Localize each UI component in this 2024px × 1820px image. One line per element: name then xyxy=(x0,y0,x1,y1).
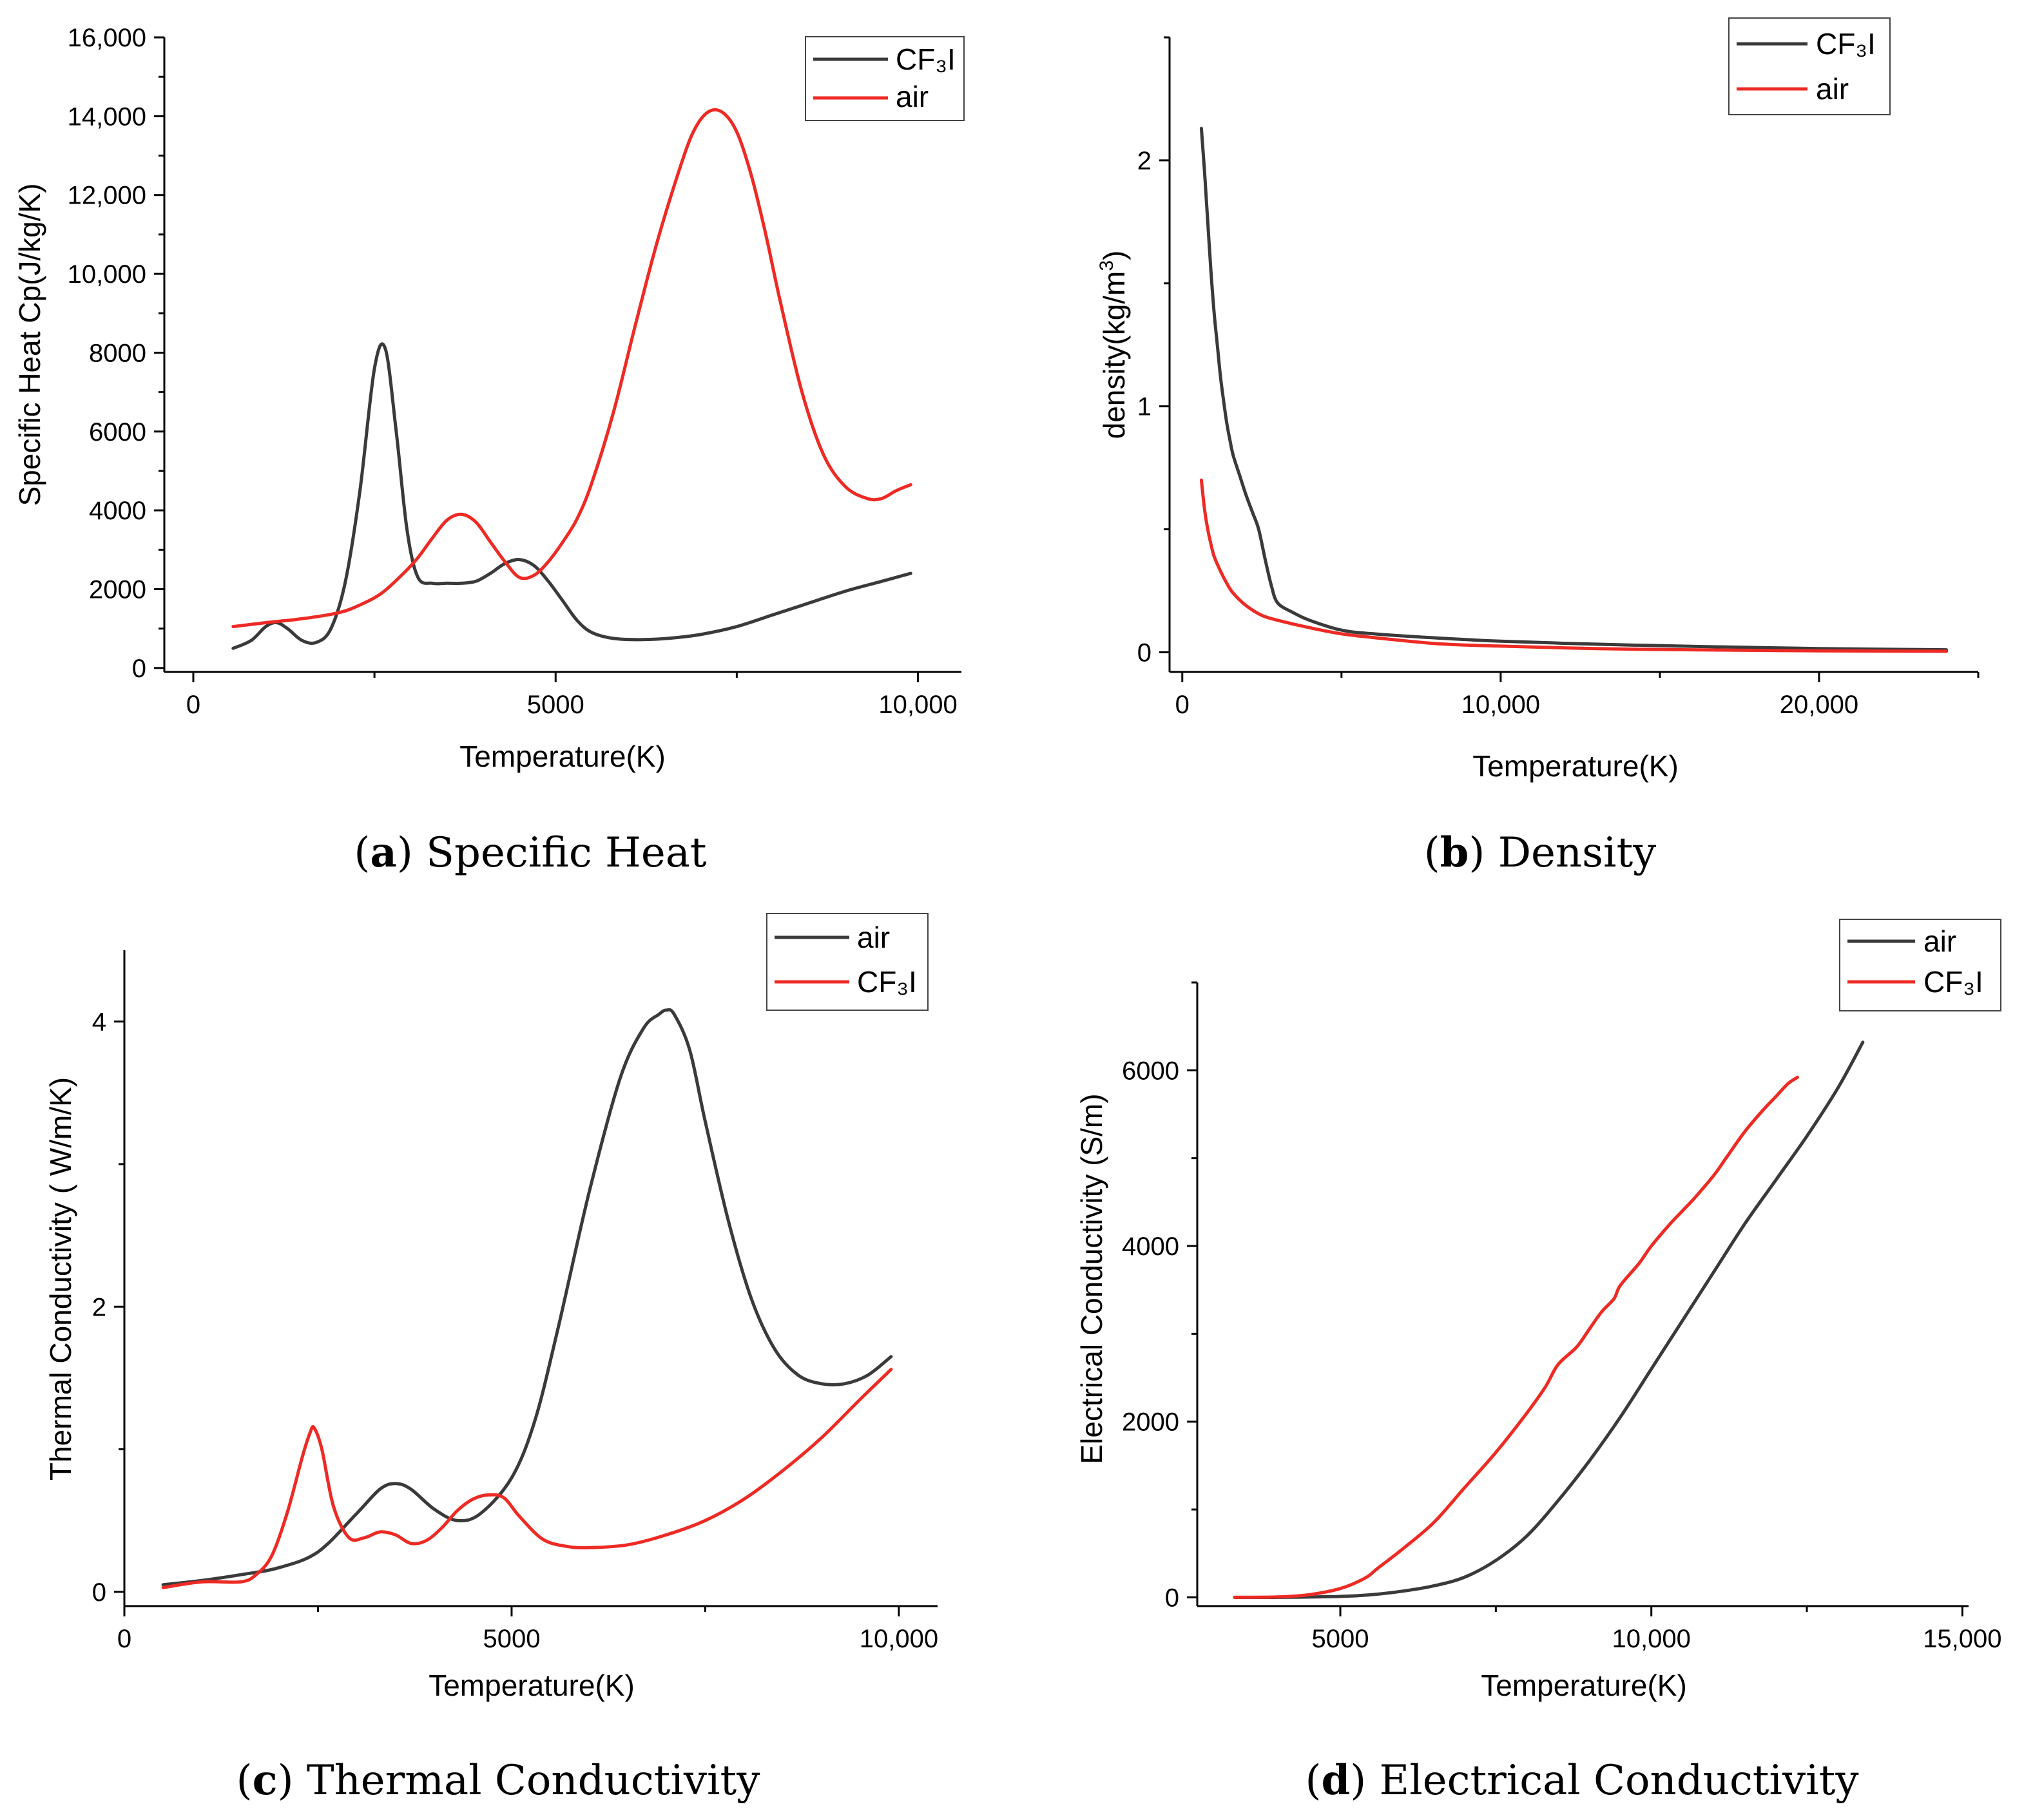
x-tick-label: 10,000 xyxy=(878,691,957,719)
legend: air CF₃I xyxy=(766,913,929,1011)
y-tick-label: 4 xyxy=(92,1008,106,1037)
caption-d: (d) Electrical Conductivity xyxy=(1306,1756,1859,1805)
x-axis-title: Temperature(K) xyxy=(459,740,666,773)
y-tick-label: 14,000 xyxy=(68,102,146,131)
plot-area-a: 0 5000 10,000 0 2000 4000 6000 8000 10,000 12,000… xyxy=(68,24,961,719)
series-line-air xyxy=(1199,478,1949,653)
legend-label-cf3i: CF₃I xyxy=(1816,27,1876,61)
y-tick-label: 2 xyxy=(92,1293,106,1321)
series-line-cf3i xyxy=(1233,1075,1799,1599)
x-tick-label: 0 xyxy=(1175,691,1190,719)
panel-density: 0 10,000 20,000 0 1 2 Temperature(K) density(… xyxy=(1096,17,1980,877)
x-axis-title: Temperature(K) xyxy=(429,1669,635,1702)
y-tick-label: 2000 xyxy=(89,576,146,604)
panel-specific-heat: 0 5000 10,000 0 2000 4000 6000 8000 10,000 12,000… xyxy=(13,24,965,877)
x-tick-label: 10,000 xyxy=(860,1625,938,1653)
plot-area-c: 0 5000 10,000 0 2 4 xyxy=(92,950,938,1653)
legend-label-cf3i: CF₃I xyxy=(857,965,917,999)
legend-box xyxy=(1728,17,1891,115)
legend-box xyxy=(805,36,965,121)
legend: air CF₃I xyxy=(1839,919,2001,1011)
legend: CF₃I air xyxy=(805,36,965,121)
legend-box xyxy=(1839,919,2001,1011)
series-line-cf3i xyxy=(161,1368,893,1589)
y-tick-label: 4000 xyxy=(89,497,146,525)
y-axis-title: Specific Heat Cp(J/kg/K) xyxy=(13,183,46,506)
series-line-air xyxy=(1233,1040,1865,1599)
x-tick-label: 10,000 xyxy=(1612,1625,1691,1653)
y-tick-label: 6000 xyxy=(89,418,146,446)
y-tick-label: 0 xyxy=(92,1578,106,1607)
y-axis-title: Electrical Conductivity (S/m) xyxy=(1075,1093,1108,1464)
x-tick-label: 0 xyxy=(117,1625,131,1653)
x-axis-title: Temperature(K) xyxy=(1472,749,1679,783)
y-tick-label: 2 xyxy=(1137,147,1152,175)
y-tick-label: 2000 xyxy=(1122,1408,1179,1437)
caption-c: (c) Thermal Conductivity xyxy=(236,1756,760,1805)
x-tick-label: 5000 xyxy=(527,691,584,719)
legend: CF₃I air xyxy=(1728,17,1891,115)
legend-label-air: air xyxy=(896,80,929,113)
legend-box xyxy=(766,913,929,1011)
legend-label-air: air xyxy=(1816,72,1849,106)
caption-a: (a) Specific Heat xyxy=(354,829,706,877)
x-axis-title: Temperature(K) xyxy=(1481,1669,1687,1702)
legend-label-cf3i: CF₃I xyxy=(1923,965,1983,999)
y-tick-label: 0 xyxy=(1137,638,1152,667)
series-line-air xyxy=(161,1008,893,1587)
series-line-cf3i xyxy=(1199,126,1949,652)
y-tick-label: 0 xyxy=(1165,1584,1179,1612)
y-tick-label: 6000 xyxy=(1122,1057,1179,1085)
series-line-cf3i xyxy=(231,342,912,650)
legend-label-air: air xyxy=(857,921,890,954)
y-tick-label: 0 xyxy=(132,655,146,683)
x-tick-label: 5000 xyxy=(483,1625,540,1653)
plot-area-b: 0 10,000 20,000 0 1 2 xyxy=(1137,36,1980,719)
caption-b: (b) Density xyxy=(1424,829,1657,877)
y-tick-label: 16,000 xyxy=(68,24,146,52)
x-tick-label: 5000 xyxy=(1312,1625,1369,1653)
x-tick-label: 0 xyxy=(186,691,200,719)
y-axis-title-text: density(kg/m xyxy=(1097,271,1131,439)
series-line-air xyxy=(231,108,912,629)
plot-area-d: 5000 10,000 15,000 0 2000 4000 6000 xyxy=(1122,981,2002,1653)
legend-label-air: air xyxy=(1923,924,1956,958)
y-tick-label: 10,000 xyxy=(68,260,146,289)
superscript-3: 3 xyxy=(1096,260,1117,271)
y-tick-label: 1 xyxy=(1137,393,1152,421)
y-axis-title: density(kg/m3) xyxy=(1096,251,1131,439)
y-tick-label: 8000 xyxy=(89,339,146,367)
legend-label-cf3i: CF₃I xyxy=(896,43,956,76)
y-tick-label: 12,000 xyxy=(68,182,146,210)
x-tick-label: 10,000 xyxy=(1461,691,1540,719)
panel-electrical-conductivity: 5000 10,000 15,000 0 2000 4000 6000 Temperatur… xyxy=(1075,919,2002,1805)
y-axis-title: Thermal Conductivity ( W/m/K) xyxy=(44,1077,77,1480)
y-tick-label: 4000 xyxy=(1122,1232,1179,1261)
x-tick-label: 15,000 xyxy=(1923,1625,2001,1653)
x-tick-label: 20,000 xyxy=(1780,691,1858,719)
y-axis-title-close: ) xyxy=(1097,251,1131,260)
panel-thermal-conductivity: 0 5000 10,000 0 2 4 Temperature(K) Thermal Co… xyxy=(44,913,938,1805)
